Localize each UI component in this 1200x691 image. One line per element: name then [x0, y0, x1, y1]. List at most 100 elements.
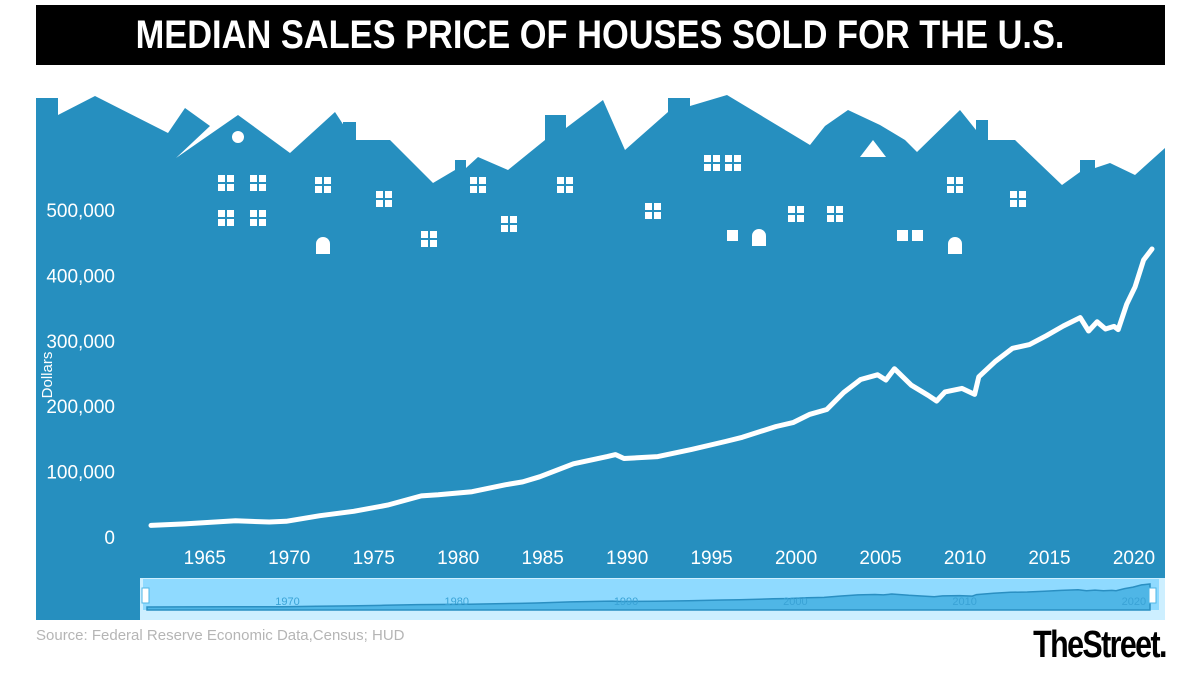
x-tick-label: 2000 — [775, 548, 817, 569]
window-pane — [259, 175, 266, 182]
window-pane — [259, 219, 266, 226]
window-pane — [566, 177, 573, 184]
round-window — [232, 131, 244, 143]
window-pane — [501, 216, 508, 223]
x-tick-label: 1985 — [522, 548, 564, 569]
window-pane — [654, 203, 661, 210]
window-pane — [947, 177, 954, 184]
y-tick-label: 500,000 — [46, 201, 115, 222]
window-pane — [510, 225, 517, 232]
thestreet-logo: TheStreet. — [1033, 624, 1167, 666]
window-pane — [385, 191, 392, 198]
window-pane — [421, 231, 428, 238]
x-axis: 1965 1970 1975 1980 1985 1990 1995 2000 2005 2010… — [184, 548, 1155, 569]
window-pane — [430, 231, 437, 238]
window-pane — [227, 184, 234, 191]
x-tick-label: 2005 — [859, 548, 901, 569]
window-pane — [315, 177, 322, 184]
window-pane — [218, 210, 225, 217]
house-skyline-background — [36, 95, 1165, 620]
navigator-tick-label: 2020 — [1122, 596, 1146, 608]
window-pane — [1010, 200, 1017, 207]
y-tick-label: 200,000 — [46, 397, 115, 418]
window-pane — [947, 186, 954, 193]
window-pane — [259, 210, 266, 217]
window-pane — [324, 186, 331, 193]
x-tick-label: 2010 — [944, 548, 986, 569]
window-pane — [315, 186, 322, 193]
y-axis: 0 100,000 200,000 300,000 400,000 500,000 — [46, 201, 115, 549]
window-pane — [218, 184, 225, 191]
window-pane — [645, 212, 652, 219]
chart-title-banner: MEDIAN SALES PRICE OF HOUSES SOLD FOR TH… — [36, 5, 1165, 65]
x-tick-label: 1970 — [268, 548, 310, 569]
window-pane — [501, 225, 508, 232]
navigator-tick-label: 1990 — [614, 596, 638, 608]
x-tick-label: 1990 — [606, 548, 648, 569]
window-pane — [227, 210, 234, 217]
window-pane — [376, 191, 383, 198]
window-pane — [250, 219, 257, 226]
navigator-tick-label: 2000 — [783, 596, 807, 608]
y-tick-label: 0 — [104, 528, 115, 549]
window-pane — [713, 155, 720, 162]
navigator-tick-label: 1980 — [445, 596, 469, 608]
window-pane — [557, 186, 564, 193]
window-pane — [912, 230, 923, 241]
window-pane — [479, 177, 486, 184]
y-tick-label: 400,000 — [46, 266, 115, 287]
source-note: Source: Federal Reserve Economic Data,Ce… — [36, 627, 405, 644]
y-tick-label: 300,000 — [46, 332, 115, 353]
window-pane — [956, 177, 963, 184]
navigator[interactable]: 1970 1980 1990 2000 2010 2020 — [140, 578, 1165, 620]
window-pane — [566, 186, 573, 193]
window-pane — [1019, 191, 1026, 198]
navigator-handle-right[interactable] — [1148, 587, 1157, 604]
window-pane — [836, 215, 843, 222]
window-pane — [385, 200, 392, 207]
house-windows — [218, 131, 1026, 254]
window-pane — [376, 200, 383, 207]
navigator-axis: 1970 1980 1990 2000 2010 2020 — [275, 596, 1146, 608]
x-tick-label: 1975 — [353, 548, 395, 569]
window-pane — [1010, 191, 1017, 198]
x-tick-label: 1995 — [690, 548, 732, 569]
navigator-series-area — [146, 583, 1151, 611]
x-tick-label: 1980 — [437, 548, 479, 569]
window-pane — [734, 155, 741, 162]
window-pane — [797, 215, 804, 222]
door-icon — [948, 237, 962, 254]
window-pane — [797, 206, 804, 213]
x-tick-label: 2020 — [1113, 548, 1155, 569]
navigator-tick-label: 2010 — [952, 596, 976, 608]
window-pane — [250, 175, 257, 182]
window-pane — [470, 186, 477, 193]
window-pane — [788, 206, 795, 213]
window-pane — [788, 215, 795, 222]
window-pane — [827, 215, 834, 222]
window-pane — [479, 186, 486, 193]
window-pane — [421, 240, 428, 247]
y-axis-label: Dollars — [39, 352, 56, 399]
window-pane — [956, 186, 963, 193]
window-pane — [704, 164, 711, 171]
x-tick-label: 1965 — [184, 548, 226, 569]
attic-window — [860, 140, 886, 157]
window-pane — [470, 177, 477, 184]
window-pane — [218, 219, 225, 226]
navigator-handle-left[interactable] — [141, 587, 150, 604]
window-pane — [510, 216, 517, 223]
door-icon — [316, 237, 330, 254]
window-pane — [324, 177, 331, 184]
window-pane — [250, 184, 257, 191]
window-pane — [713, 164, 720, 171]
window-pane — [218, 175, 225, 182]
window-pane — [259, 184, 266, 191]
chart-title: MEDIAN SALES PRICE OF HOUSES SOLD FOR TH… — [136, 12, 1065, 57]
window-pane — [704, 155, 711, 162]
window-pane — [1019, 200, 1026, 207]
window-pane — [227, 219, 234, 226]
series-line — [148, 246, 1155, 528]
window-pane — [836, 206, 843, 213]
